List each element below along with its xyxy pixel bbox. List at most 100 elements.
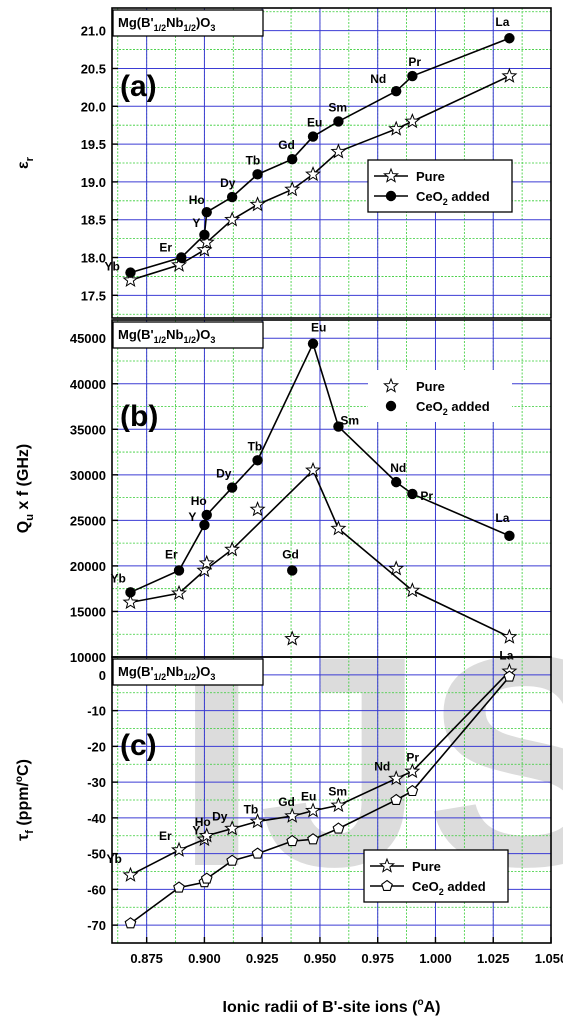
y-axis-label-main: τ [15, 834, 32, 841]
data-point-ceo2 [503, 670, 516, 682]
point-label: Eu [311, 321, 326, 335]
y-axis-label: εr [15, 156, 36, 169]
formula-box [112, 321, 264, 349]
y-tick-label: 30000 [70, 468, 106, 483]
point-label: Y [188, 510, 196, 524]
data-point-ceo2 [173, 881, 185, 893]
point-label: Pr [406, 750, 419, 764]
point-label: Ho [191, 494, 207, 508]
point-label: Yb [106, 852, 121, 866]
y-axis-label-end: C) [15, 759, 32, 776]
panel-label: (a) [120, 70, 157, 103]
data-point-pure [284, 181, 301, 197]
data-point-pure [198, 827, 215, 843]
x-axis-label-part: A) [424, 999, 441, 1016]
data-point-pure [198, 233, 215, 250]
y-axis-label-sub: u [24, 514, 36, 521]
point-label: Gd [282, 547, 299, 561]
point-label: Eu [307, 116, 322, 130]
formula-subscript: 1/2 [183, 335, 196, 345]
formula-part: )O [196, 15, 210, 30]
legend: Pure CeO2 added [363, 849, 509, 903]
legend-label: Pure [416, 169, 445, 184]
y-tick-label: 35000 [70, 422, 106, 437]
legend-marker [385, 400, 397, 412]
x-tick-label: 1.025 [477, 951, 510, 966]
point-label: Y [192, 216, 200, 230]
y-axis-label-rest: (ppm/ [15, 782, 32, 831]
point-label: Gd [278, 138, 295, 152]
formula-subscript: 1/2 [154, 672, 167, 682]
y-tick-label: -40 [87, 811, 106, 826]
x-tick-label: 0.925 [246, 951, 279, 966]
formula-subscript: 1/2 [183, 23, 196, 33]
data-point-pure [284, 630, 301, 646]
point-label: Gd [278, 795, 295, 809]
data-point-ceo2 [226, 191, 238, 203]
point-label: Ho [195, 815, 211, 829]
data-point-ceo2 [390, 476, 402, 488]
data-point-pure [224, 820, 241, 836]
legend-label: CeO2 added [412, 879, 486, 897]
legend-label-part: CeO [412, 879, 439, 894]
y-axis-label-sub: r [24, 156, 36, 161]
legend-box [363, 849, 509, 903]
data-point-ceo2 [200, 872, 213, 884]
legend-label-part: added [444, 879, 486, 894]
y-tick-label: 20000 [70, 559, 106, 574]
data-point-ceo2 [307, 338, 319, 349]
data-point-pure [122, 593, 139, 610]
data-point-pure [284, 807, 301, 823]
data-point-pure [388, 120, 405, 136]
formula-subscript: 1/2 [183, 672, 196, 682]
y-axis-label-rest: x f (GHz) [15, 444, 32, 514]
data-point-ceo2 [124, 917, 137, 929]
data-point-ceo2 [226, 482, 238, 493]
point-label: Tb [244, 802, 259, 816]
data-point-pure [249, 196, 266, 212]
y-tick-label: 21.0 [81, 24, 106, 39]
y-tick-label: 20.0 [81, 99, 106, 114]
y-tick-label: 18.0 [81, 251, 106, 266]
data-point-ceo2 [199, 519, 210, 531]
formula-part: )O [196, 664, 210, 679]
legend: Pure CeO2 added [368, 370, 512, 422]
plot-frame [111, 7, 552, 319]
data-point-pure [404, 763, 421, 779]
point-label: Yb [110, 571, 125, 585]
data-point-pure [501, 628, 518, 644]
x-tick-label: 0.875 [130, 951, 163, 966]
formula-part: Mg(B' [118, 15, 154, 30]
point-label: Ho [189, 193, 205, 207]
y-tick-label: 45000 [70, 331, 106, 346]
data-point-pure [388, 770, 405, 786]
formula-part: Mg(B' [118, 664, 154, 679]
formula-subscript: 3 [210, 335, 215, 345]
data-point-ceo2 [201, 509, 212, 521]
data-point-ceo2 [333, 116, 344, 127]
formula-part: Mg(B' [118, 327, 154, 342]
y-axis-label: Qu x f (GHz) [15, 444, 36, 533]
data-point-pure [249, 501, 266, 517]
y-tick-label: -10 [87, 704, 106, 719]
point-label: Sm [328, 100, 347, 114]
y-axis-label-sup: o [14, 776, 25, 782]
point-label: Dy [212, 810, 228, 824]
point-label: Er [159, 829, 172, 843]
y-tick-label: -60 [87, 882, 106, 897]
data-point-pure [404, 113, 421, 129]
formula-box [112, 9, 264, 37]
formula-part: Nb [166, 15, 183, 30]
y-tick-label: 15000 [70, 604, 106, 619]
formula-subscript: 1/2 [154, 23, 167, 33]
point-label: Er [165, 547, 178, 561]
data-point-ceo2 [504, 530, 515, 542]
panel-label: (b) [120, 400, 158, 433]
data-point-pure [404, 582, 421, 598]
data-point-pure [330, 143, 347, 159]
data-point-ceo2 [287, 565, 298, 576]
point-label: Sm [328, 784, 347, 798]
formula-box [112, 658, 264, 686]
point-label: Sm [340, 414, 359, 428]
